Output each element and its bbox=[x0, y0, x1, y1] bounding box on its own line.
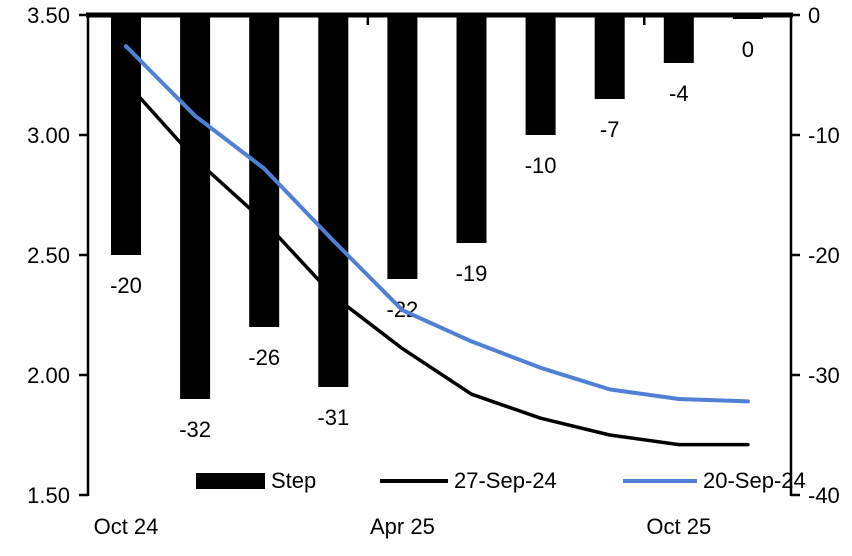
left-axis-tick-label: 1.50 bbox=[27, 483, 70, 508]
black-line-swatch-icon bbox=[380, 479, 448, 483]
right-axis-tick-label: -20 bbox=[808, 243, 840, 268]
step-bar-swatch-icon bbox=[196, 473, 265, 489]
bar-value-label: -31 bbox=[317, 405, 349, 430]
step-bar bbox=[456, 15, 487, 243]
bar-value-label: -7 bbox=[600, 117, 620, 142]
right-axis-tick-label: -30 bbox=[808, 363, 840, 388]
legend-label-step: Step bbox=[271, 468, 317, 493]
line-series-27-Sep-24 bbox=[124, 80, 750, 447]
x-axis-tick-label: Apr 25 bbox=[370, 514, 435, 539]
left-axis-tick-label: 3.50 bbox=[27, 3, 70, 28]
right-axis-tick-label: -10 bbox=[808, 123, 840, 148]
bar-value-label: -4 bbox=[669, 81, 689, 106]
bar-value-label: -26 bbox=[248, 345, 280, 370]
x-axis-tick-label: Oct 25 bbox=[646, 514, 711, 539]
left-axis-tick-label: 2.50 bbox=[27, 243, 70, 268]
left-axis-tick-label: 2.00 bbox=[27, 363, 70, 388]
bar-value-label: 0 bbox=[742, 37, 754, 62]
step-bar bbox=[387, 15, 418, 279]
step-bar bbox=[318, 15, 349, 387]
right-axis-tick-label: 0 bbox=[808, 3, 820, 28]
bar-value-label: -20 bbox=[110, 273, 142, 298]
bar-value-label: -32 bbox=[179, 417, 211, 442]
step-bar bbox=[525, 15, 556, 135]
bar-value-label: -19 bbox=[456, 261, 488, 286]
legend-item-20-sep-24: 20-Sep-24 bbox=[623, 467, 806, 495]
legend-item-step: Step bbox=[196, 467, 316, 495]
left-axis-tick-label: 3.00 bbox=[27, 123, 70, 148]
step-bar bbox=[663, 15, 694, 63]
blue-line-swatch-icon bbox=[623, 479, 697, 483]
legend-label-27-sep-24: 27-Sep-24 bbox=[454, 468, 557, 493]
step-bar bbox=[180, 15, 211, 399]
bar-value-label: -10 bbox=[525, 153, 557, 178]
right-axis-tick-label: -40 bbox=[808, 483, 840, 508]
step-bar bbox=[594, 15, 625, 99]
legend-item-27-sep-24: 27-Sep-24 bbox=[380, 467, 557, 495]
x-axis-tick-label: Oct 24 bbox=[94, 514, 159, 539]
step-bar bbox=[111, 15, 141, 255]
line-series-20-Sep-24 bbox=[124, 44, 750, 404]
legend-label-20-sep-24: 20-Sep-24 bbox=[703, 468, 806, 493]
